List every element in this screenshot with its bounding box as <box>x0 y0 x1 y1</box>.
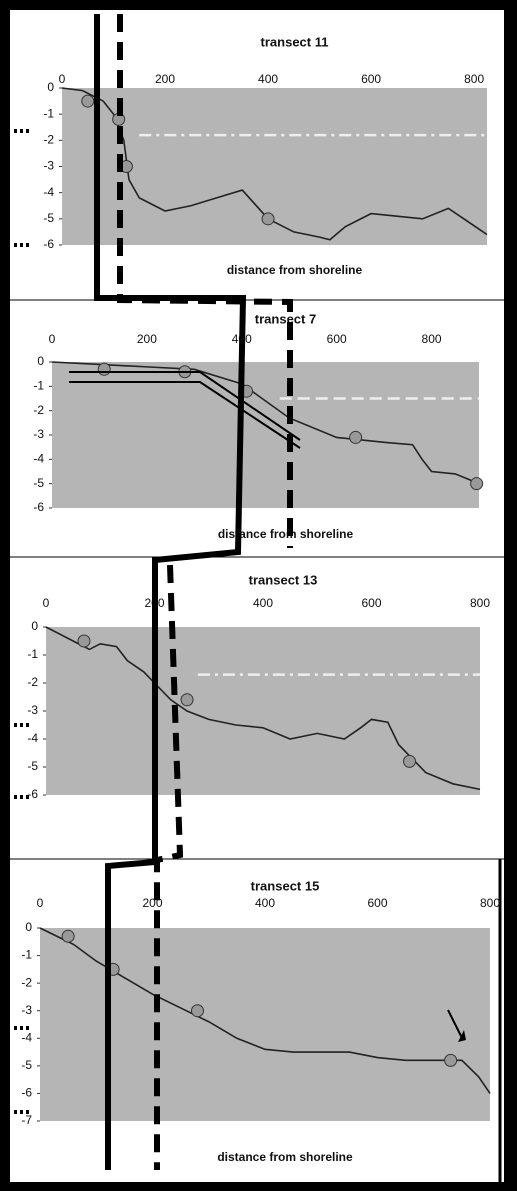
y-tick-label: 0 <box>25 920 32 934</box>
x-tick-label: 400 <box>258 72 278 86</box>
chart-title: transect 11 <box>261 34 329 49</box>
y-tick-label: -6 <box>33 500 44 514</box>
y-tick-label: 0 <box>31 619 38 633</box>
y-tick-label: -5 <box>33 476 44 490</box>
y-tick-label: -4 <box>27 731 38 745</box>
x-tick-label: 400 <box>255 896 275 910</box>
station <box>471 478 483 490</box>
station <box>403 755 415 767</box>
x-tick-label: 800 <box>422 332 442 346</box>
x-tick-label: 800 <box>480 896 500 910</box>
y-tick-label: -3 <box>27 703 38 717</box>
y-tick-label: -1 <box>21 948 32 962</box>
x-axis-label: distance from shoreline <box>217 1150 353 1164</box>
station <box>350 431 362 443</box>
y-tick-label: -1 <box>33 379 44 393</box>
y-tick-label: -2 <box>21 975 32 989</box>
y-tick-label: -3 <box>43 159 54 173</box>
y-tick-label: -7 <box>21 1113 32 1127</box>
x-tick-label: 200 <box>155 72 175 86</box>
station <box>181 694 193 706</box>
station <box>262 213 274 225</box>
x-tick-label: 600 <box>327 332 347 346</box>
y-tick-label: -5 <box>27 759 38 773</box>
y-tick-label: -5 <box>21 1058 32 1072</box>
y-tick-label: 0 <box>47 80 54 94</box>
y-tick-label: -3 <box>33 427 44 441</box>
x-tick-label: 600 <box>361 72 381 86</box>
y-tick-label: -4 <box>21 1030 32 1044</box>
chart-title: transect 13 <box>249 572 318 587</box>
y-tick-label: -1 <box>27 647 38 661</box>
y-tick-label: -2 <box>27 675 38 689</box>
y-tick-label: -6 <box>21 1086 32 1100</box>
x-tick-label: 0 <box>37 896 44 910</box>
x-tick-label: 600 <box>367 896 387 910</box>
y-tick-label: -6 <box>27 787 38 801</box>
station <box>62 930 74 942</box>
station <box>98 363 110 375</box>
station <box>82 95 94 107</box>
y-tick-label: -4 <box>43 185 54 199</box>
y-tick-label: -1 <box>43 106 54 120</box>
station <box>445 1054 457 1066</box>
x-tick-label: 800 <box>470 596 490 610</box>
y-tick-label: -3 <box>21 1003 32 1017</box>
x-tick-label: 0 <box>43 596 50 610</box>
chart-title: transect 7 <box>255 311 316 326</box>
y-tick-label: -5 <box>43 211 54 225</box>
y-tick-label: -4 <box>33 452 44 466</box>
x-tick-label: 0 <box>59 72 66 86</box>
y-tick-label: 0 <box>37 354 44 368</box>
chart-title: transect 15 <box>251 878 320 893</box>
y-tick-label: -2 <box>33 403 44 417</box>
x-tick-label: 600 <box>361 596 381 610</box>
y-tick-label: -6 <box>43 237 54 251</box>
station <box>192 1005 204 1017</box>
x-tick-label: 200 <box>137 332 157 346</box>
x-tick-label: 400 <box>253 596 273 610</box>
station <box>78 635 90 647</box>
x-tick-label: 800 <box>464 72 484 86</box>
page: {"chart_data": [ {"type": "line", "title… <box>0 0 517 1191</box>
figure: transect 11 distance from shoreline 0 200 40… <box>0 0 517 1191</box>
x-axis-label: distance from shoreline <box>227 263 363 277</box>
x-tick-label: 0 <box>49 332 56 346</box>
y-tick-label: -2 <box>43 133 54 147</box>
